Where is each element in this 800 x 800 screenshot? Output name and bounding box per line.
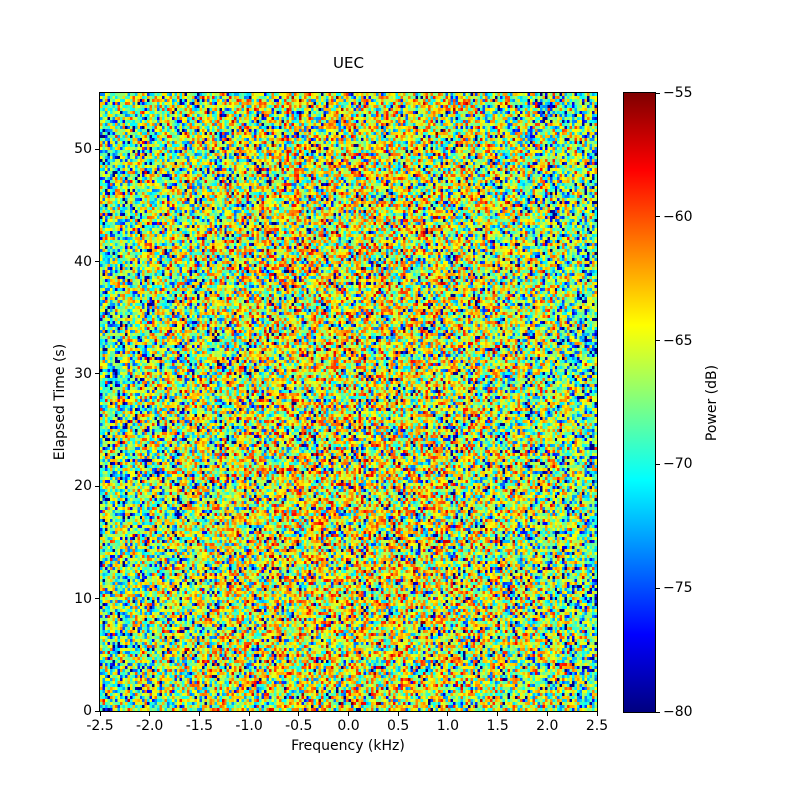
- y-axis-label: Elapsed Time (s): [52, 343, 68, 461]
- colorbar-tick-label: −60: [663, 208, 693, 225]
- x-tick-label: -1.0: [235, 718, 263, 734]
- colorbar-tick-label: −55: [663, 85, 693, 101]
- y-tick-label: 0: [83, 703, 92, 719]
- y-tick-label: 50: [74, 141, 92, 158]
- y-tick-label: 30: [74, 365, 92, 382]
- x-tick-mark: [348, 712, 349, 716]
- x-tick-label: 1.5: [486, 718, 509, 734]
- colorbar-tick-mark: [656, 92, 660, 94]
- colorbar-tick-mark: [656, 216, 660, 218]
- x-tick-label: 1.0: [436, 718, 460, 734]
- y-tick-label: 10: [74, 590, 92, 607]
- x-tick-mark: [546, 712, 548, 716]
- colorbar-tick-label: −80: [663, 704, 693, 720]
- x-tick-mark: [248, 712, 250, 716]
- x-tick-mark: [99, 712, 101, 716]
- spectrogram-canvas: [100, 93, 597, 711]
- colorbar-tick-label: −75: [663, 580, 693, 597]
- x-tick-label: -2.5: [86, 718, 114, 734]
- colorbar-label: Power (dB): [704, 364, 720, 442]
- x-tick-mark: [497, 712, 499, 716]
- y-tick-mark: [95, 710, 99, 712]
- x-tick-label: 0.5: [387, 718, 410, 734]
- y-tick-label: 20: [74, 478, 92, 495]
- x-tick-label: -0.5: [285, 718, 313, 734]
- y-tick-mark: [95, 485, 99, 487]
- colorbar-tick-mark: [656, 463, 660, 465]
- x-tick-mark: [397, 712, 399, 716]
- x-tick-label: 2.0: [536, 718, 559, 734]
- y-tick-mark: [95, 148, 99, 150]
- chart-title: UEC: [333, 54, 364, 73]
- colorbar-tick-mark: [656, 340, 660, 342]
- x-tick-mark: [198, 712, 200, 716]
- x-tick-label: 2.5: [585, 718, 609, 734]
- spectrogram-plot-area: [99, 92, 598, 712]
- x-tick-label: 0.0: [337, 718, 360, 734]
- x-tick-mark: [596, 712, 598, 716]
- colorbar-tick-label: −65: [663, 332, 693, 349]
- x-tick-mark: [298, 712, 300, 716]
- y-tick-mark: [95, 261, 99, 263]
- x-tick-label: -1.5: [185, 718, 214, 734]
- y-tick-mark: [95, 598, 99, 600]
- x-tick-label: -2.0: [136, 718, 164, 734]
- colorbar-tick-mark: [656, 587, 660, 589]
- colorbar: [623, 92, 656, 713]
- x-tick-mark: [149, 712, 151, 716]
- x-tick-mark: [447, 712, 449, 716]
- y-tick-mark: [95, 373, 99, 375]
- y-tick-label: 40: [74, 253, 92, 270]
- colorbar-tick-label: −70: [663, 456, 693, 473]
- x-axis-label: Frequency (kHz): [291, 738, 405, 754]
- colorbar-tick-mark: [656, 711, 660, 713]
